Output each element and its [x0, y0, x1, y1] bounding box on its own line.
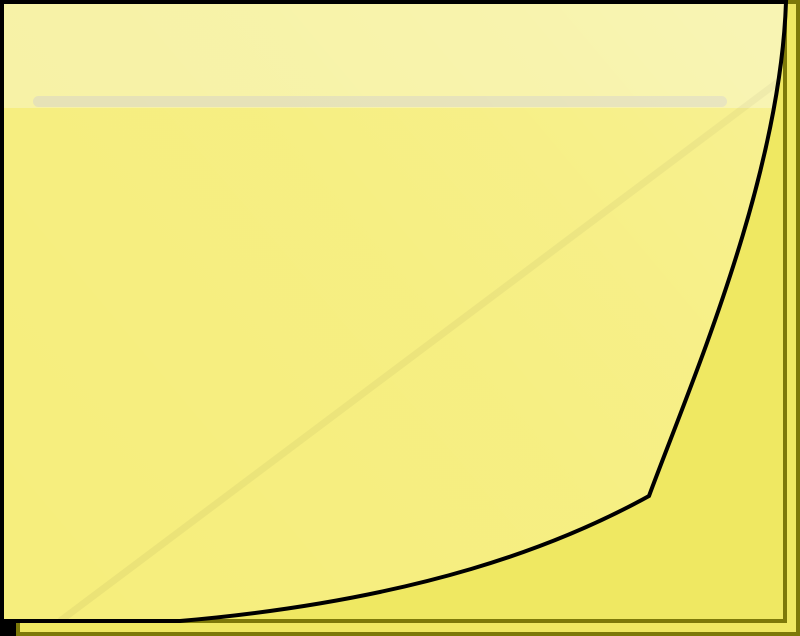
sticky-note-graphic — [0, 0, 800, 636]
sticky-note-canvas — [0, 0, 800, 636]
